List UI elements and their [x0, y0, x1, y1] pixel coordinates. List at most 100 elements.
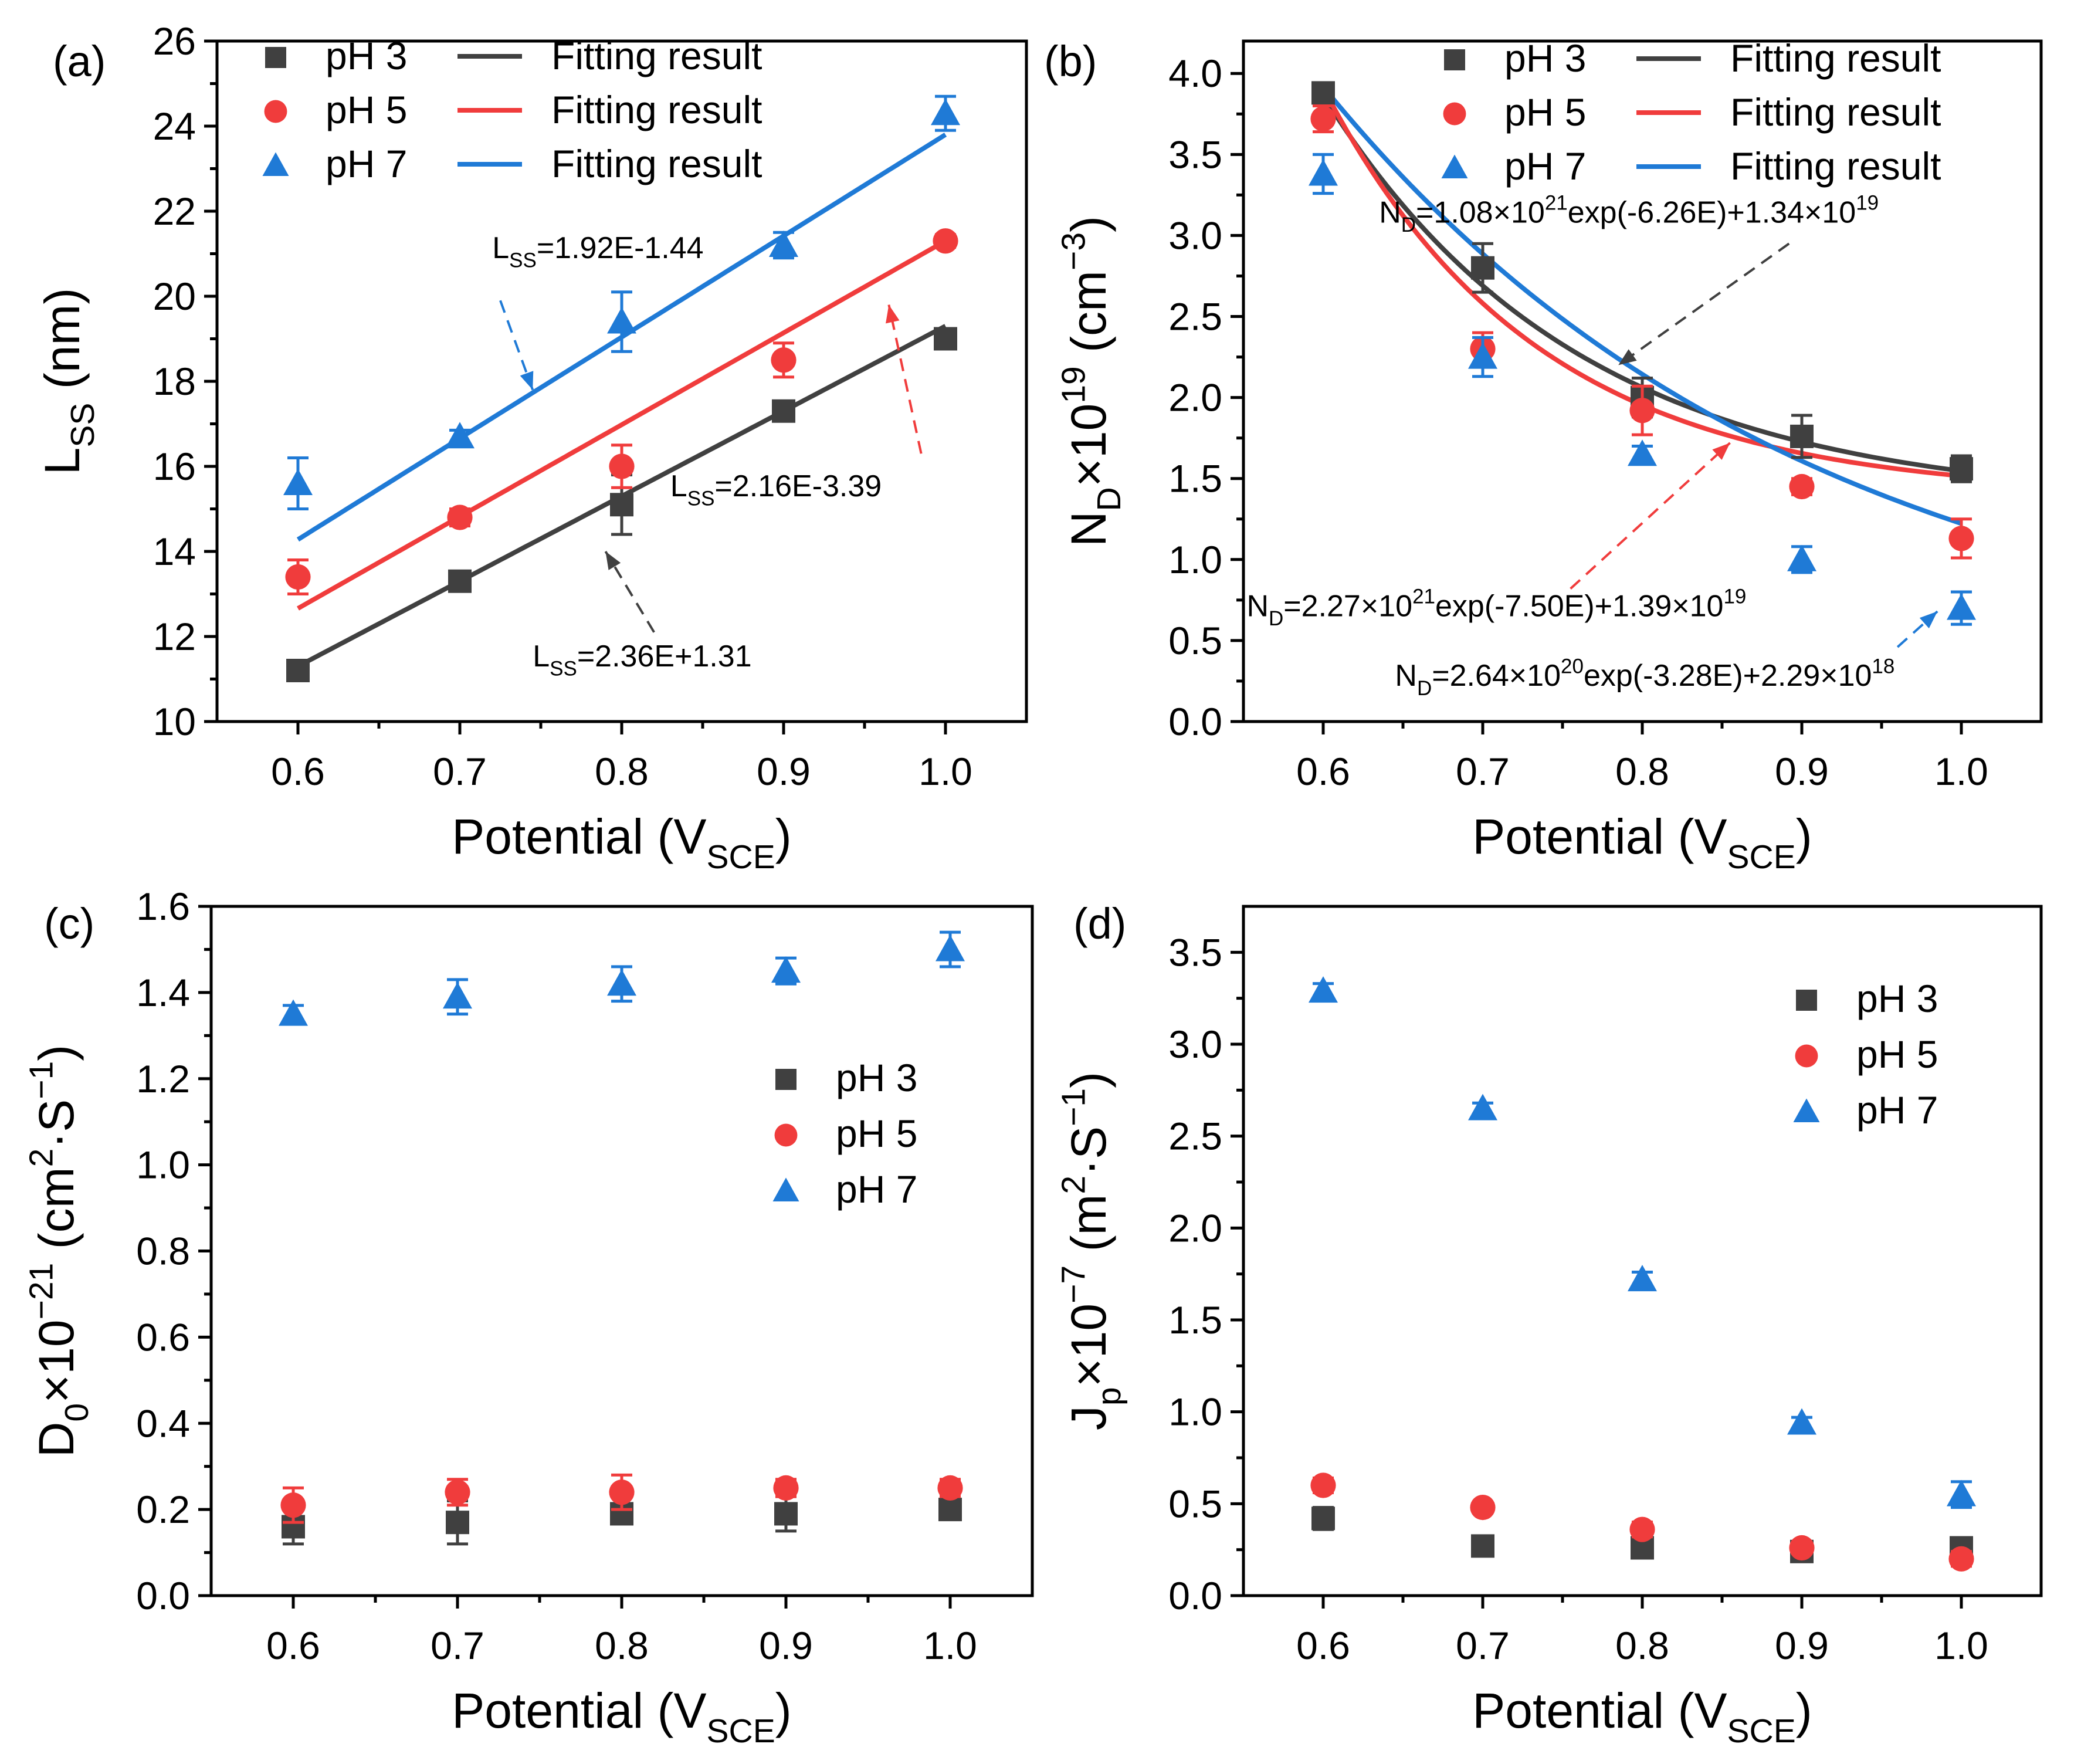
- y-tick-label: 0.4: [136, 1401, 190, 1445]
- data-point-pH5: [1629, 1516, 1655, 1542]
- legend-label: pH 3: [1856, 977, 1938, 1020]
- equation-text: LSS=1.92E-1.44: [492, 231, 703, 272]
- data-point-pH5: [1948, 526, 1974, 551]
- y-tick-label: 16: [153, 445, 196, 488]
- data-point-pH7: [931, 99, 960, 126]
- x-tick-label: 0.6: [266, 1624, 320, 1667]
- data-point-pH7: [283, 469, 313, 495]
- equation-text: ND=2.64×1020exp(-3.28E)+2.29×1018: [1395, 655, 1894, 699]
- data-point-pH7: [771, 956, 801, 983]
- data-point-pH5: [447, 505, 473, 530]
- y-tick-label: 1.0: [1168, 538, 1222, 581]
- panel-label: (b): [1044, 37, 1097, 86]
- legend-marker-pH5: [774, 1123, 798, 1147]
- y-tick-label: 22: [153, 189, 196, 233]
- y-tick-label: 3.5: [1168, 930, 1222, 974]
- legend-marker-pH3: [775, 1069, 797, 1090]
- x-tick-label: 0.9: [1775, 750, 1829, 793]
- x-tick-label: 0.8: [595, 1624, 649, 1667]
- data-point-pH7: [1787, 1408, 1816, 1435]
- x-tick-label: 1.0: [1934, 750, 1988, 793]
- legend-marker-pH7: [1793, 1098, 1820, 1122]
- equation-text: LSS=2.36E+1.31: [533, 639, 751, 680]
- data-point-pH7: [1309, 976, 1338, 1003]
- legend-marker-pH7: [262, 152, 289, 176]
- y-tick-label: 0.5: [1168, 619, 1222, 662]
- legend-label: pH 3: [326, 34, 407, 77]
- legend-marker-pH7: [772, 1177, 799, 1201]
- x-tick-label: 0.9: [757, 750, 811, 793]
- y-tick-label: 18: [153, 360, 196, 403]
- data-point-pH5: [933, 228, 958, 254]
- data-point-pH5: [1310, 106, 1336, 132]
- x-tick-label: 0.6: [1296, 750, 1350, 793]
- data-point-pH5: [280, 1492, 306, 1518]
- y-tick-label: 26: [153, 19, 196, 63]
- y-tick-label: 12: [153, 615, 196, 658]
- annotation-arrow: [1570, 442, 1731, 590]
- panel-label: (d): [1073, 899, 1126, 948]
- data-point-pH3: [774, 1502, 798, 1526]
- legend-marker-pH3: [1444, 49, 1465, 70]
- equation-text: ND=2.27×1021exp(-7.50E)+1.39×1019: [1246, 585, 1746, 630]
- data-point-pH5: [937, 1475, 963, 1501]
- y-tick-label: 0.0: [1168, 1574, 1222, 1617]
- y-tick-label: 0.8: [136, 1230, 190, 1273]
- legend-label: pH 3: [836, 1056, 917, 1099]
- equation-annotation: LSS=2.16E-3.39: [670, 304, 923, 510]
- y-tick-label: 2.0: [1168, 1206, 1222, 1250]
- legend-fit-label: Fitting result: [1730, 90, 1941, 134]
- data-point-pH3: [1471, 1534, 1494, 1558]
- legend-fit-label: Fitting result: [551, 142, 762, 185]
- y-axis-title: Jp×10−7 (m2·S−1): [1055, 1072, 1128, 1430]
- y-axis-title: D0×10−21 (cm2·S−1): [23, 1045, 96, 1458]
- data-point-pH7: [279, 999, 308, 1026]
- equation-annotation: ND=2.27×1021exp(-7.50E)+1.39×1019: [1246, 442, 1746, 630]
- legend-label: pH 7: [836, 1167, 917, 1211]
- x-tick-label: 0.7: [1456, 750, 1510, 793]
- data-point-pH5: [1789, 473, 1815, 500]
- panel-label: (c): [44, 899, 94, 948]
- data-point-pH3: [1790, 424, 1814, 448]
- data-point-pH3: [610, 493, 633, 517]
- legend-label: pH 7: [1856, 1088, 1938, 1132]
- y-axis-title: ND×1019 (cm−3): [1055, 216, 1128, 547]
- y-tick-label: 3.0: [1168, 214, 1222, 257]
- legend-marker-pH3: [1796, 990, 1817, 1011]
- equation-annotation: ND=1.08×1021exp(-6.26E)+1.34×1019: [1379, 192, 1879, 367]
- annotation-arrow: [604, 550, 655, 633]
- y-tick-label: 24: [153, 104, 196, 148]
- legend-label: pH 5: [326, 88, 407, 131]
- legend-label: pH 5: [1504, 90, 1586, 134]
- x-axis-title: Potential (VSCE): [452, 809, 791, 876]
- legend: pH 3 pH 5 pH 7: [1793, 977, 1938, 1132]
- y-tick-label: 1.0: [136, 1143, 190, 1187]
- y-tick-label: 2.5: [1168, 295, 1222, 338]
- legend-label: pH 5: [1856, 1032, 1938, 1076]
- legend-label: pH 5: [836, 1112, 917, 1155]
- x-tick-label: 0.7: [431, 1624, 484, 1667]
- legend-fit-label: Fitting result: [1730, 36, 1941, 80]
- x-tick-label: 0.7: [1456, 1624, 1510, 1667]
- data-point-pH7: [443, 982, 472, 1009]
- annotation-arrow: [887, 304, 923, 454]
- data-point-pH5: [771, 347, 797, 373]
- y-tick-label: 2.0: [1168, 376, 1222, 419]
- y-tick-label: 3.5: [1168, 133, 1222, 176]
- y-tick-label: 0.2: [136, 1488, 190, 1531]
- legend-marker-pH5: [264, 100, 287, 123]
- y-tick-label: 1.4: [136, 971, 190, 1014]
- x-tick-label: 0.8: [1615, 750, 1669, 793]
- data-point-pH7: [607, 307, 636, 334]
- y-tick-label: 0.6: [136, 1315, 190, 1359]
- data-point-pH7: [1309, 159, 1338, 186]
- legend-marker-pH5: [1795, 1044, 1818, 1068]
- legend-marker-pH7: [1441, 154, 1468, 178]
- y-tick-label: 1.5: [1168, 1298, 1222, 1342]
- x-axis-title: Potential (VSCE): [1472, 809, 1812, 876]
- data-point-pH3: [1950, 457, 1973, 481]
- data-point-pH5: [445, 1479, 470, 1505]
- data-point-pH7: [936, 935, 965, 961]
- y-tick-label: 1.5: [1168, 457, 1222, 500]
